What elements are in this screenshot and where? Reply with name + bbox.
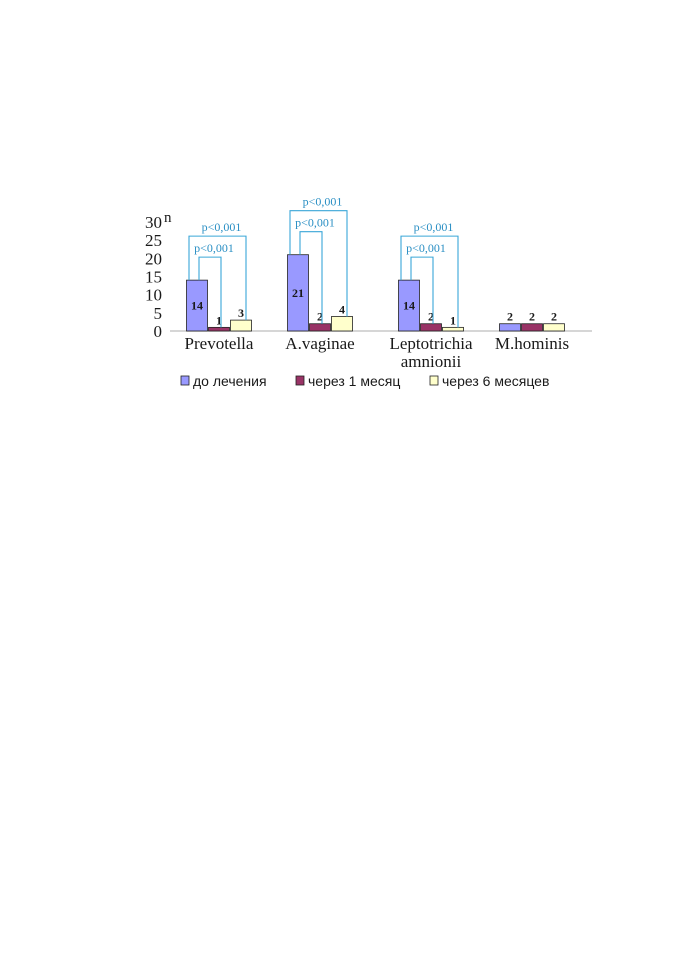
legend-swatch (180, 375, 190, 386)
bar (499, 323, 521, 332)
legend-swatch (295, 375, 305, 386)
category-label: Prevotella (185, 334, 254, 353)
significance-label: p<0,001 (295, 216, 335, 230)
legend-label: до лечения (193, 373, 267, 389)
legend-label: через 6 месяцев (442, 373, 549, 389)
y-tick-label: 5 (154, 304, 163, 323)
bar (398, 279, 420, 332)
significance-label: p<0,001 (202, 220, 242, 234)
bar (442, 326, 464, 332)
y-tick-label: 25 (145, 231, 162, 250)
significance-label: p<0,001 (194, 241, 234, 255)
significance-bracket (410, 256, 434, 324)
bar (521, 323, 543, 332)
bar (309, 323, 331, 332)
significance-bracket (289, 210, 348, 317)
y-tick-label: 0 (154, 322, 163, 341)
data-label: 1 (216, 313, 222, 327)
significance-bracket (299, 231, 323, 324)
y-tick-label: 30 (145, 213, 162, 232)
bar (186, 279, 208, 332)
data-label: 2 (507, 310, 513, 324)
significance-bracket (198, 256, 222, 328)
bar (543, 323, 565, 332)
bar (230, 319, 252, 332)
bar (208, 326, 230, 332)
significance-bracket (400, 235, 459, 328)
data-label: 1 (450, 313, 456, 327)
category-label: A.vaginae (285, 334, 354, 353)
data-label: 2 (428, 310, 434, 324)
bar (420, 323, 442, 332)
legend-label: через 1 месяц (308, 373, 400, 389)
bar (287, 254, 309, 332)
data-label: 4 (339, 302, 345, 316)
y-tick-label: 15 (145, 268, 162, 287)
category-label: amnionii (401, 352, 462, 371)
data-label: 3 (238, 306, 244, 320)
data-label: 14 (191, 299, 203, 313)
legend-swatch (429, 375, 439, 386)
category-label: Leptotrichia (389, 334, 473, 353)
data-label: 2 (529, 310, 535, 324)
y-axis-label: n (164, 210, 172, 226)
significance-label: p<0,001 (414, 220, 454, 234)
data-label: 21 (292, 286, 304, 300)
data-label: 2 (317, 310, 323, 324)
significance-label: p<0,001 (303, 195, 343, 209)
data-label: 14 (403, 299, 415, 313)
bar (331, 316, 353, 332)
y-tick-label: 20 (145, 249, 162, 268)
significance-label: p<0,001 (406, 241, 446, 255)
data-label: 2 (551, 310, 557, 324)
category-label: M.hominis (495, 334, 569, 353)
significance-bracket (188, 235, 247, 321)
y-tick-label: 10 (145, 286, 162, 305)
